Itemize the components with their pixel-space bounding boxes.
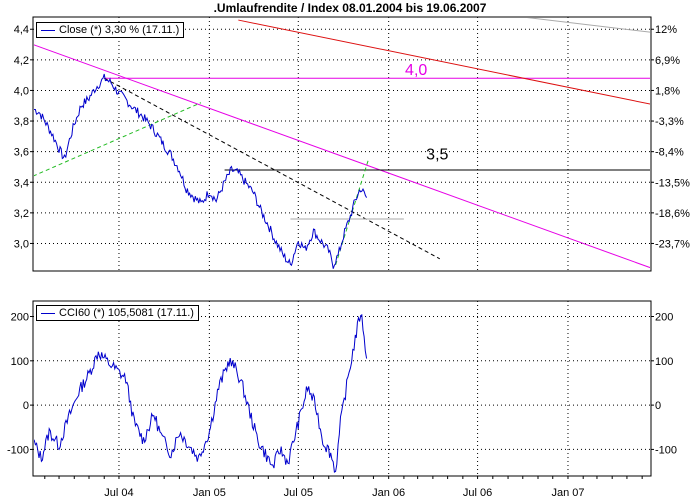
price-right-tick-label-1: 6,9% xyxy=(655,55,680,67)
trend-line-1 xyxy=(34,44,650,269)
price-right-tick-label-4: -8,4% xyxy=(655,147,684,159)
price-right-tick-label-5: -13,5% xyxy=(655,177,690,189)
chart-title: .Umlaufrendite / Index 08.01.2004 bis 19… xyxy=(213,1,487,15)
chart-annotation-0: 4,0 xyxy=(405,62,427,79)
cci-panel-frame xyxy=(32,300,652,477)
cci-left-tick-label-1: 100 xyxy=(11,356,29,368)
trend-line-2 xyxy=(238,19,650,105)
trend-line-8 xyxy=(526,18,650,33)
x-tick-label-1: Jan 05 xyxy=(193,487,226,499)
price-left-tick-label-2: 4,0 xyxy=(14,85,29,97)
x-tick-label-2: Jul 05 xyxy=(284,487,313,499)
trend-line-4 xyxy=(103,77,440,260)
price-right-tick-label-7: -23,7% xyxy=(655,238,690,250)
cci-left-tick-label-3: -100 xyxy=(7,444,29,456)
price-left-tick-label-4: 3,6 xyxy=(14,147,29,159)
cci-legend-label: CCI60 (*) 105,5081 (17.11.) xyxy=(59,307,194,319)
cci-series-line xyxy=(34,314,368,473)
price-series-line xyxy=(34,73,368,269)
chart-annotation-1: 3,5 xyxy=(426,146,448,163)
price-right-tick-label-3: -3,3% xyxy=(655,116,684,128)
cci-right-tick-label-1: 100 xyxy=(655,356,673,368)
price-panel-frame xyxy=(32,16,652,272)
trend-line-5 xyxy=(34,102,202,177)
cci-legend-swatch xyxy=(41,312,55,314)
price-left-tick-label-3: 3,8 xyxy=(14,116,29,128)
price-right-tick-label-0: 12% xyxy=(655,24,677,36)
x-tick-label-5: Jan 07 xyxy=(551,487,584,499)
cci-left-tick-label-2: 0 xyxy=(23,400,29,412)
price-left-tick-label-6: 3,2 xyxy=(14,208,29,220)
price-legend-label: Close (*) 3,30 % (17.11.) xyxy=(59,24,180,36)
x-tick-label-4: Jul 06 xyxy=(463,487,492,499)
price-legend-swatch xyxy=(41,29,55,31)
cci-right-tick-label-2: 0 xyxy=(655,400,661,412)
x-tick-label-3: Jan 06 xyxy=(372,487,405,499)
cci-right-tick-label-3: -100 xyxy=(655,444,677,456)
price-left-tick-label-1: 4,2 xyxy=(14,55,29,67)
cci-left-tick-label-0: 200 xyxy=(11,312,29,324)
price-right-tick-label-2: 1,8% xyxy=(655,85,680,97)
price-left-tick-label-0: 4,4 xyxy=(14,24,29,36)
price-left-tick-label-5: 3,4 xyxy=(14,177,29,189)
x-tick-label-0: Jul 04 xyxy=(104,487,133,499)
price-right-tick-label-6: -18,6% xyxy=(655,208,690,220)
price-left-tick-label-7: 3,0 xyxy=(14,238,29,250)
cci-right-tick-label-0: 200 xyxy=(655,312,673,324)
cci-legend: CCI60 (*) 105,5081 (17.11.) xyxy=(36,305,199,321)
price-legend: Close (*) 3,30 % (17.11.) xyxy=(36,22,185,38)
